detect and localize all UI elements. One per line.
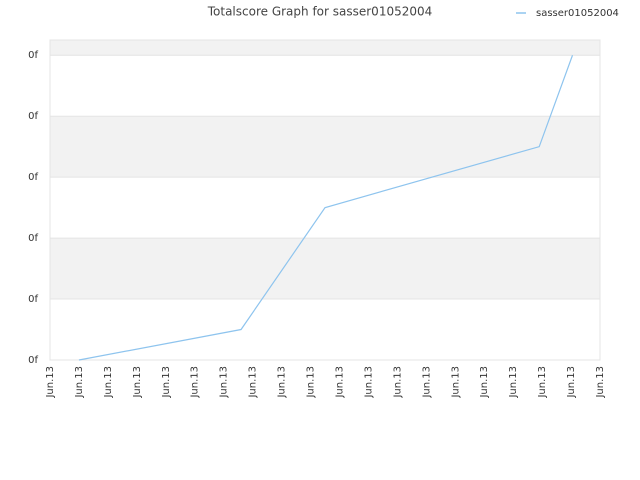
data-line xyxy=(78,55,574,361)
x-tick-label: Jun.13 xyxy=(248,366,259,399)
x-tick-label: Jun.13 xyxy=(595,366,606,399)
plot-background xyxy=(50,40,600,360)
x-tick-label: Jun.13 xyxy=(219,366,230,399)
x-tick-label: Jun.13 xyxy=(103,366,114,399)
x-tick-label: Jun.13 xyxy=(45,366,56,399)
x-tick-label: Jun.13 xyxy=(363,366,374,399)
x-tick-label: Jun.13 xyxy=(190,366,201,399)
x-tick-label: Jun.13 xyxy=(132,366,143,399)
x-tick-label: Jun.13 xyxy=(306,366,317,399)
chart-title: Totalscore Graph for sasser01052004 xyxy=(207,5,433,19)
plot-border xyxy=(49,39,601,361)
x-tick-label: Jun.13 xyxy=(566,366,577,399)
y-tick-label: 0f xyxy=(28,50,38,61)
x-tick-label: Jun.13 xyxy=(74,366,85,399)
x-tick-label: Jun.13 xyxy=(479,366,490,399)
y-tick-label: 0f xyxy=(28,233,38,244)
x-tick-label: Jun.13 xyxy=(334,366,345,399)
x-tick-label: Jun.13 xyxy=(392,366,403,399)
legend-label: sasser01052004 xyxy=(536,8,619,19)
y-tick-label: 0f xyxy=(28,172,38,183)
x-tick-label: Jun.13 xyxy=(537,366,548,399)
grid-band xyxy=(50,116,600,178)
x-tick-label: Jun.13 xyxy=(277,366,288,399)
x-tick-label: Jun.13 xyxy=(450,366,461,399)
y-tick-label: 0f xyxy=(28,294,38,305)
y-tick-label: 0f xyxy=(28,355,38,366)
x-tick-label: Jun.13 xyxy=(508,366,519,399)
grid-band xyxy=(50,238,600,300)
x-tick-label: Jun.13 xyxy=(421,366,432,399)
grid-band xyxy=(50,40,600,56)
y-tick-label: 0f xyxy=(28,111,38,122)
x-tick-label: Jun.13 xyxy=(161,366,172,399)
